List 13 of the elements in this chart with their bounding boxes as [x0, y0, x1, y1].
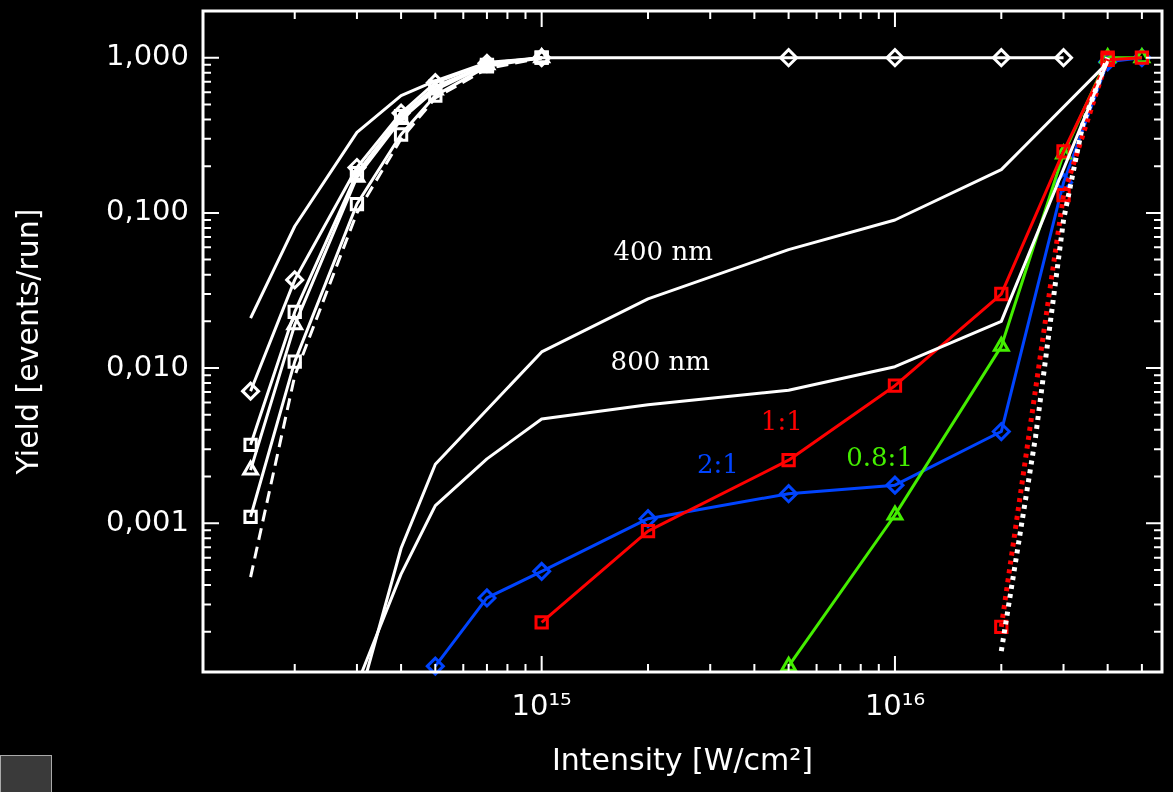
y-tick-label: 0,100	[105, 193, 189, 228]
series-label: 0.8:1	[846, 442, 913, 473]
x-tick-label: 10¹⁶	[864, 687, 926, 722]
y-axis-title: Yield [events/run]	[9, 208, 45, 476]
y-tick-label: 1,000	[105, 38, 189, 73]
y-tick-label: 0,001	[105, 503, 189, 538]
series-label: 800 nm	[610, 346, 710, 377]
x-tick-label: 10¹⁵	[511, 687, 572, 722]
series-label: 2:1	[697, 449, 739, 480]
series-label: 400 nm	[613, 236, 713, 267]
series-label: 1:1	[760, 406, 803, 437]
x-axis-title: Intensity [W/cm²]	[551, 741, 814, 777]
y-tick-label: 0,010	[105, 348, 189, 383]
